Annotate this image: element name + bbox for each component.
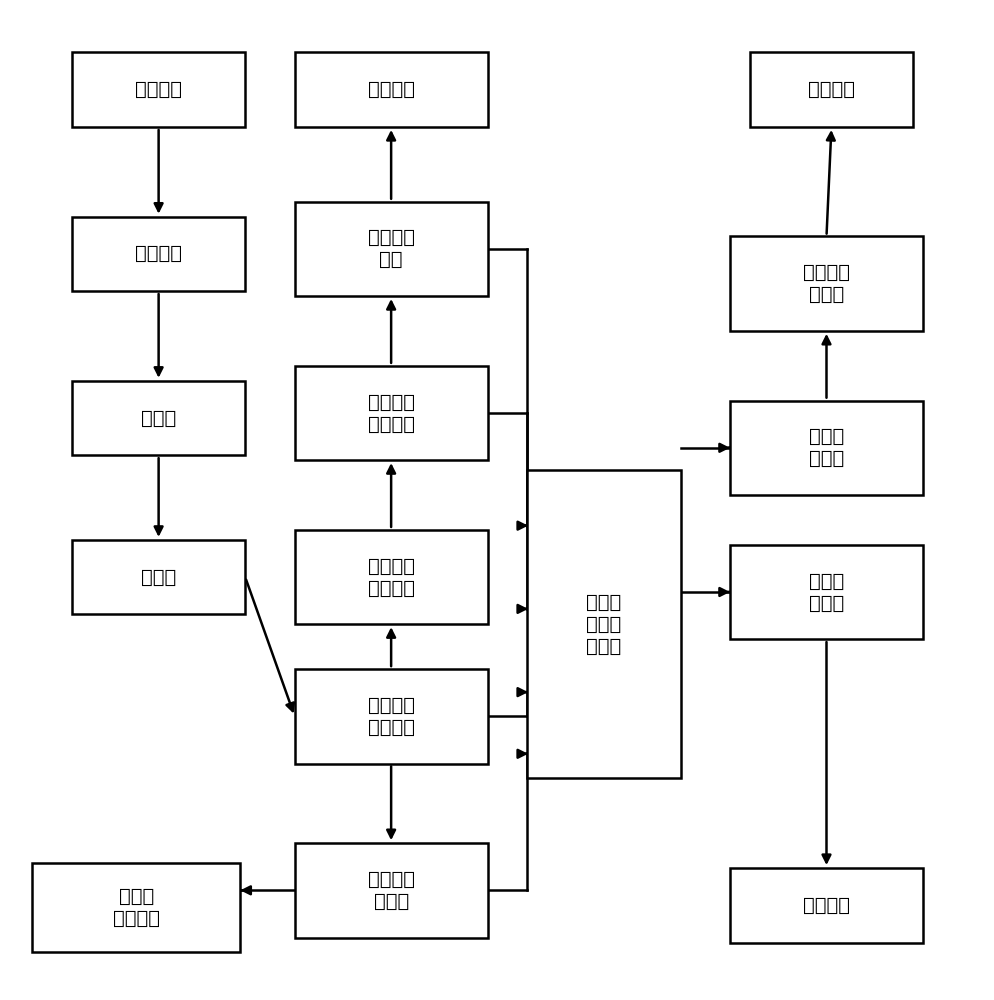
Text: 溶　剂
冷　凝
分　水: 溶 剂 冷 凝 分 水 [585,593,621,656]
Bar [730,545,922,639]
Bar [730,236,922,331]
Text: 破　壁: 破 壁 [141,568,176,587]
Text: 除虫菊酯: 除虫菊酯 [367,80,414,99]
Text: 副产品
除虫菊渣: 副产品 除虫菊渣 [112,887,160,928]
Text: 石蜡尾气
回　收: 石蜡尾气 回 收 [802,263,849,304]
Bar [33,863,240,952]
Bar [294,530,487,624]
Bar [72,540,245,614]
Text: 粉　碎: 粉 碎 [141,408,176,427]
Bar [749,52,912,127]
Bar [294,202,487,296]
Bar [72,381,245,455]
Text: 负压精馏
提纯: 负压精馏 提纯 [367,228,414,269]
Text: 负压逆流
薄膜蒸发: 负压逆流 薄膜蒸发 [367,557,414,598]
Text: 最　后
冷凝器: 最 后 冷凝器 [808,427,843,468]
Bar [730,868,922,943]
Text: 穿流烘干: 穿流烘干 [135,244,182,263]
Text: 废　水
蔭　蒸: 废 水 蔭 蒸 [808,571,843,612]
Text: 负压吸附
过滤分离: 负压吸附 过滤分离 [367,392,414,433]
Text: 废水排放: 废水排放 [802,896,849,915]
Text: 多级逆流
脉冲萸取: 多级逆流 脉冲萸取 [367,696,414,737]
Bar [294,52,487,127]
Bar [294,843,487,938]
Bar [294,366,487,460]
Text: 负压水蔭
汽蒸馏: 负压水蔭 汽蒸馏 [367,870,414,911]
Bar [527,470,680,778]
Text: 空气排放: 空气排放 [807,80,854,99]
Bar [294,669,487,764]
Text: 除虫菊花: 除虫菊花 [135,80,182,99]
Bar [730,401,922,495]
Bar [72,52,245,127]
Bar [72,217,245,291]
